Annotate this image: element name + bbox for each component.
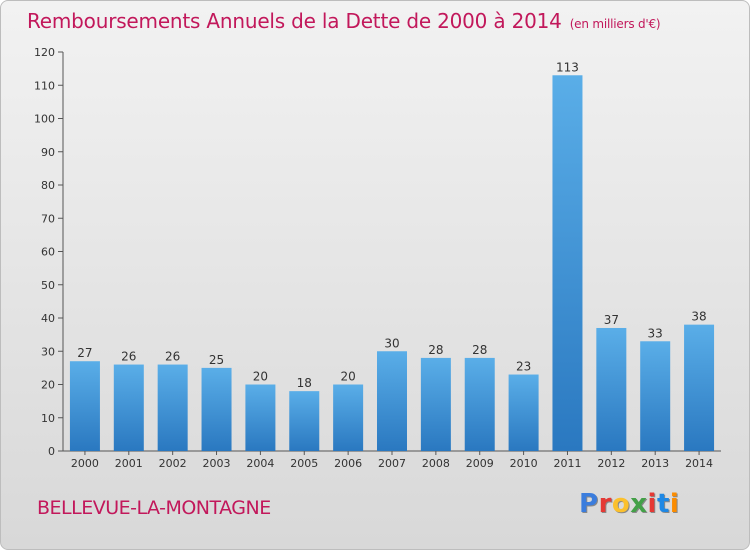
bar-2002: [157, 364, 188, 451]
x-tick-label-2006: 2006: [334, 457, 362, 470]
x-tick-label-2005: 2005: [290, 457, 318, 470]
x-tick-label-2008: 2008: [422, 457, 450, 470]
value-label-2006: 20: [340, 370, 355, 384]
value-label-2012: 37: [604, 313, 619, 327]
bar-2007: [377, 351, 407, 451]
value-label-2011: 113: [556, 60, 579, 74]
value-label-2003: 25: [209, 353, 224, 367]
chart-unit: (en milliers d'€): [569, 17, 661, 31]
y-tick-label: 120: [34, 46, 55, 59]
value-label-2014: 38: [691, 310, 706, 324]
y-tick-label: 30: [41, 345, 55, 358]
proxiti-logo: Proxiti: [579, 489, 679, 519]
logo-letter: r: [598, 489, 612, 519]
x-tick-label-2003: 2003: [203, 457, 231, 470]
bar-2012: [596, 327, 627, 451]
bar-2005: [289, 391, 320, 451]
logo-letter: o: [611, 489, 631, 519]
y-tick-label: 70: [41, 212, 55, 225]
x-tick-label-2002: 2002: [159, 457, 187, 470]
bar-2013: [640, 341, 671, 451]
bar-2001: [113, 364, 144, 451]
chart-bars: 27 26 26 25 20 18 20 30 28 28 23 113 37 33 38: [69, 60, 715, 452]
y-tick-label: 80: [41, 179, 55, 192]
logo-letter: t: [656, 489, 670, 519]
y-tick-label: 60: [41, 246, 55, 259]
x-tick-label-2001: 2001: [115, 457, 143, 470]
y-tick-label: 10: [41, 412, 55, 425]
commune-name: BELLEVUE-LA-MONTAGNE: [37, 497, 271, 519]
x-tick-label-2009: 2009: [466, 457, 494, 470]
x-tick-label-2014: 2014: [685, 457, 713, 470]
value-label-2001: 26: [121, 350, 136, 364]
bar-2009: [464, 357, 495, 451]
value-label-2004: 20: [253, 370, 268, 384]
value-label-2005: 18: [297, 376, 312, 390]
bar-2011: [552, 75, 583, 452]
y-tick-label: 20: [41, 379, 55, 392]
x-tick-label-2004: 2004: [246, 457, 274, 470]
y-tick-label: 40: [41, 312, 55, 325]
chart-title-text: Remboursements Annuels de la Dette de 20…: [27, 9, 562, 33]
x-tick-label-2011: 2011: [553, 457, 581, 470]
y-tick-label: 110: [34, 79, 55, 92]
bar-2006: [333, 384, 364, 451]
bar-2000: [69, 361, 100, 451]
bar-2014: [684, 324, 715, 451]
value-label-2009: 28: [472, 343, 487, 357]
value-label-2002: 26: [165, 350, 180, 364]
value-label-2000: 27: [77, 346, 92, 360]
bar-2010: [508, 374, 539, 451]
logo-letter: x: [630, 489, 648, 519]
x-tick-label-2013: 2013: [641, 457, 669, 470]
y-tick-label: 100: [34, 113, 55, 126]
bar-2008: [420, 357, 451, 451]
x-tick-label-2010: 2010: [510, 457, 538, 470]
y-tick-label: 50: [41, 279, 55, 292]
logo-letter: P: [579, 489, 599, 519]
chart-axes: 0 10 20 30 40 50 60 70 80 90 100 110 120 2000 2001 2002…: [34, 46, 721, 470]
y-tick-label: 90: [41, 146, 55, 159]
x-tick-label-2007: 2007: [378, 457, 406, 470]
chart-title: Remboursements Annuels de la Dette de 20…: [27, 9, 661, 33]
x-tick-label-2000: 2000: [71, 457, 99, 470]
value-label-2010: 23: [516, 360, 531, 374]
bar-2003: [201, 367, 232, 451]
bar-2004: [245, 384, 276, 451]
value-label-2007: 30: [384, 336, 399, 350]
value-label-2013: 33: [648, 326, 663, 340]
logo-letter: i: [647, 489, 657, 519]
logo-letter: i: [669, 489, 680, 519]
value-label-2008: 28: [428, 343, 443, 357]
y-tick-label: 0: [48, 445, 55, 458]
x-tick-label-2012: 2012: [597, 457, 625, 470]
